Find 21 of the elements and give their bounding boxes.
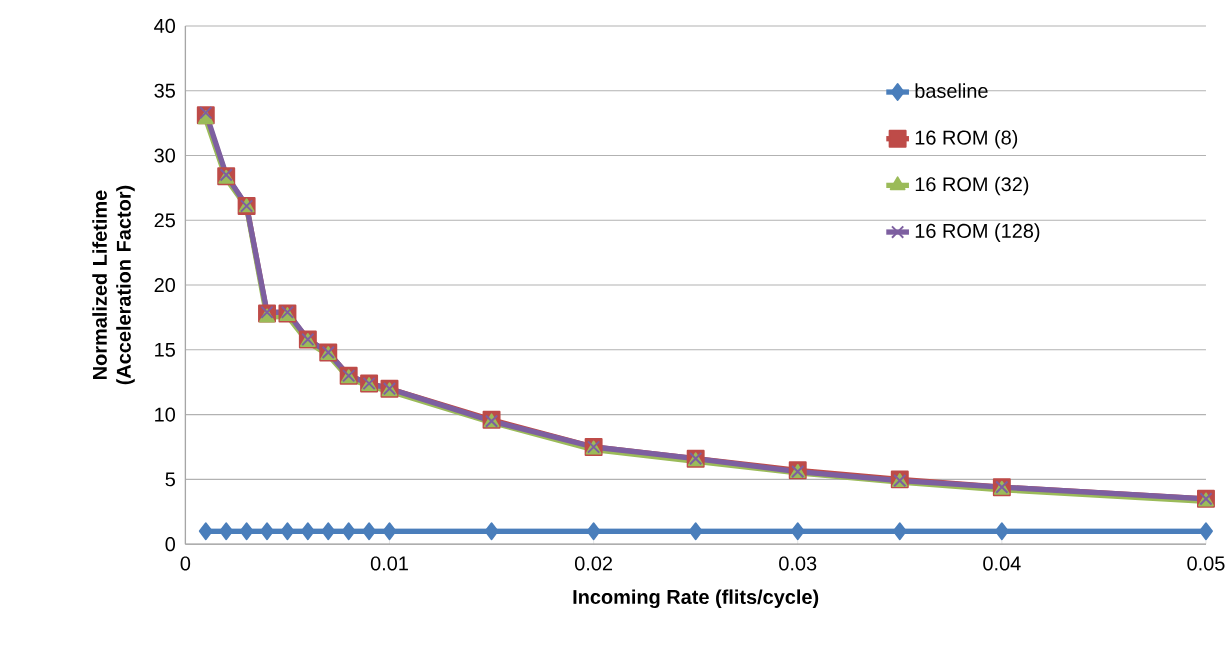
- x-tick-label: 0.04: [983, 556, 1021, 571]
- x-axis-title: Incoming Rate (flits/cycle): [573, 589, 819, 609]
- y-tick-label: 25: [154, 213, 175, 228]
- y-tick-label: 0: [165, 537, 176, 552]
- y-tick-label: 20: [154, 278, 176, 293]
- legend-label: 16 ROM (32): [915, 176, 1029, 196]
- x-tick-label: 0: [180, 556, 191, 571]
- y-tick-label: 10: [155, 407, 176, 422]
- legend-label: 16 ROM (128): [915, 223, 1040, 243]
- x-tick-label: 0.03: [779, 556, 817, 571]
- x-tick-label: 0.05: [1187, 556, 1225, 571]
- y-tick-label: 15: [155, 342, 175, 357]
- y-tick-label: 35: [154, 83, 175, 98]
- x-tick-label: 0.02: [574, 556, 613, 571]
- y-tick-label: 30: [154, 148, 176, 163]
- y-tick-label: 40: [154, 18, 176, 34]
- legend-label: 16 ROM (8): [915, 130, 1018, 149]
- y-axis-title: Normalized Lifetime (Acceleration Factor): [92, 185, 135, 385]
- legend-label: baseline: [915, 83, 988, 99]
- x-tick-label: 0.01: [370, 556, 408, 571]
- y-tick-label: 5: [165, 472, 175, 487]
